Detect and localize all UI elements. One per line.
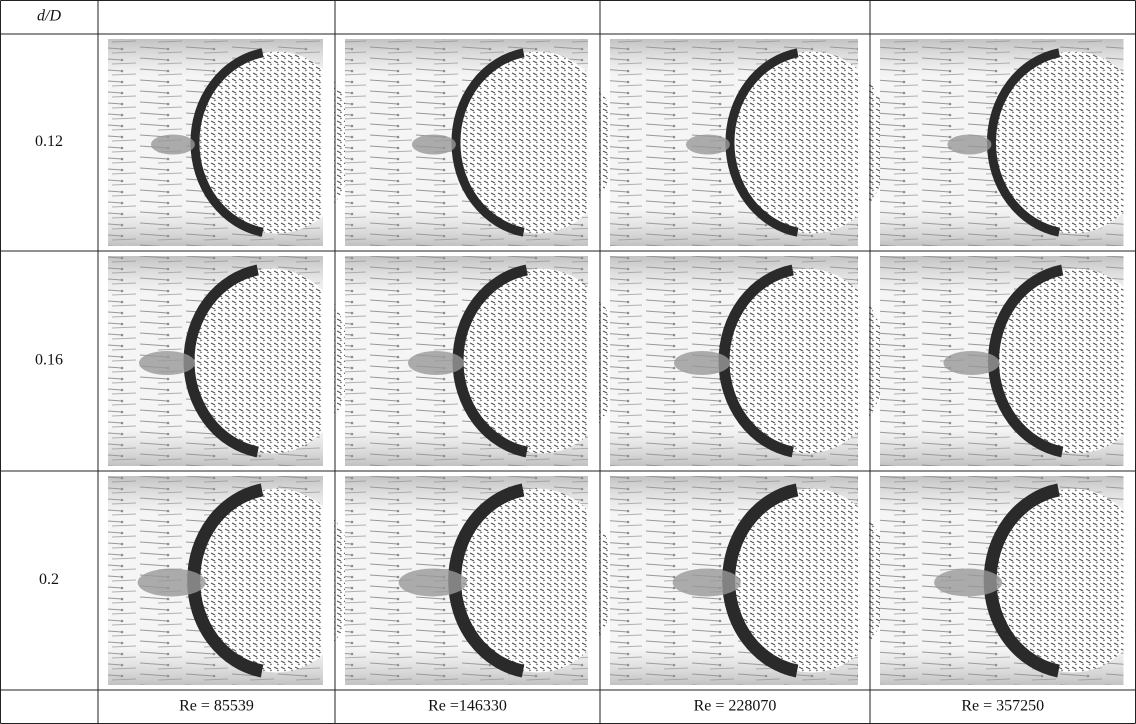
right-mask: [323, 39, 334, 246]
jet-blob: [944, 351, 1000, 375]
header-cell: d/D: [37, 8, 61, 25]
jet-blob: [673, 569, 741, 597]
flow-image: [108, 39, 354, 246]
footer-label: Re = 357250: [961, 698, 1044, 715]
flow-image: [108, 256, 351, 466]
right-mask: [858, 476, 869, 685]
right-mask: [323, 476, 334, 685]
flow-image: [610, 39, 889, 246]
jet-blob: [934, 569, 1002, 597]
jet-blob: [686, 135, 730, 155]
footer-label: Re =146330: [428, 698, 507, 715]
right-mask: [588, 476, 599, 685]
row-label: 0.2: [39, 571, 59, 588]
flow-images: [108, 39, 1136, 685]
right-mask: [858, 256, 869, 466]
jet-blob: [139, 351, 195, 375]
right-mask: [858, 39, 869, 246]
footer-label: Re = 228070: [694, 698, 777, 715]
flow-image: [880, 476, 1136, 685]
right-mask: [1124, 256, 1135, 466]
row-label: 0.16: [35, 352, 63, 369]
flow-image: [610, 476, 890, 685]
jet-blob: [412, 135, 456, 155]
jet-blob: [947, 135, 991, 155]
jet-blob: [674, 351, 730, 375]
right-mask: [1124, 39, 1135, 246]
jet-blob: [138, 569, 206, 597]
right-mask: [1124, 476, 1135, 685]
right-mask: [588, 39, 599, 246]
flow-image: [345, 476, 616, 685]
row-label: 0.12: [35, 133, 63, 150]
jet-blob: [408, 351, 464, 375]
footer-label: Re = 85539: [179, 698, 254, 715]
flow-image: [610, 256, 886, 466]
flow-image: [108, 476, 355, 685]
flow-image: [880, 256, 1136, 466]
figure-table: d/D 0.12 0.16 0.2 Re = 85539 Re =146330 Re = …: [0, 0, 1136, 724]
flow-image: [345, 256, 620, 466]
flow-image: [345, 39, 615, 246]
jet-blob: [151, 135, 195, 155]
flow-image: [880, 39, 1136, 246]
jet-blob: [399, 569, 467, 597]
right-mask: [588, 256, 599, 466]
right-mask: [323, 256, 334, 466]
